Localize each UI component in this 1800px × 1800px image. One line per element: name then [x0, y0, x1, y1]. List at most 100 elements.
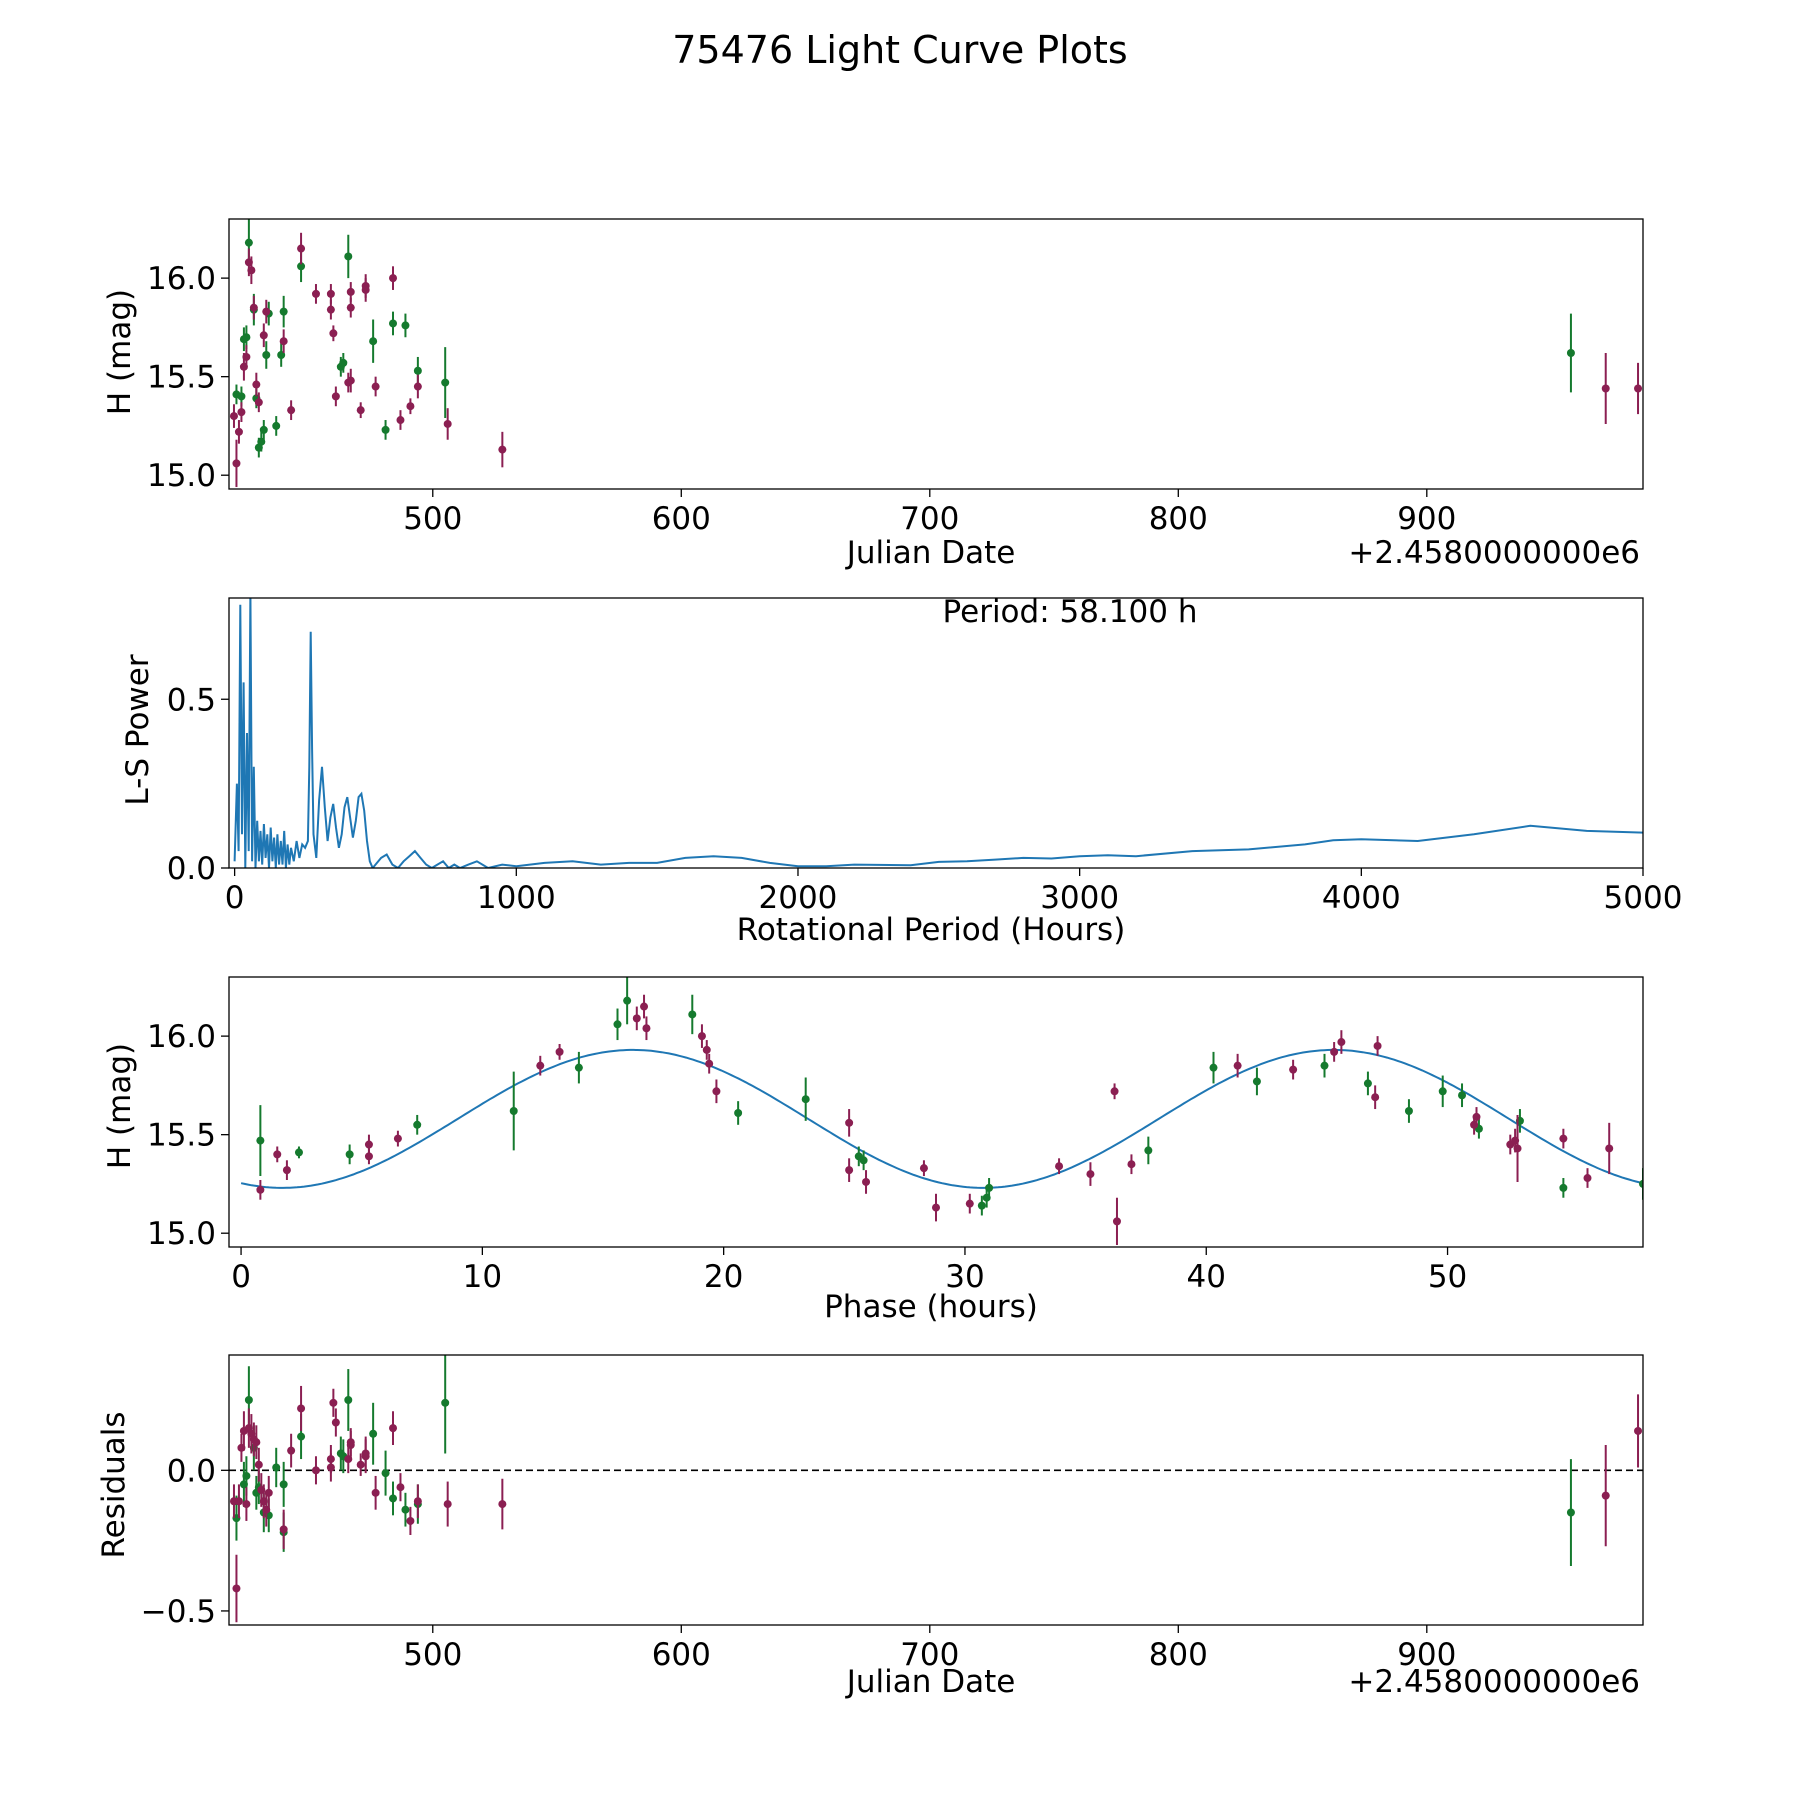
phase-green-point	[294, 1146, 303, 1159]
data-marker	[371, 382, 380, 391]
data-marker	[389, 1424, 398, 1433]
phase-maroon-point	[632, 1006, 641, 1031]
x-tick-label: 30	[945, 1259, 984, 1295]
data-marker	[336, 362, 345, 371]
data-marker	[239, 1426, 248, 1435]
data-marker	[640, 1002, 649, 1011]
residuals-green-point	[279, 1461, 288, 1507]
data-marker	[498, 1500, 507, 1509]
data-marker	[393, 1134, 402, 1143]
raw-maroon-point	[331, 386, 340, 407]
residuals-green-point	[389, 1481, 398, 1516]
x-tick-label: 600	[652, 1637, 711, 1673]
phase-maroon-point	[712, 1079, 721, 1104]
data-marker	[279, 1525, 288, 1534]
phase-green-point	[1209, 1051, 1218, 1084]
raw-green-point	[413, 356, 422, 385]
data-marker	[259, 1497, 268, 1506]
data-marker	[237, 408, 246, 417]
raw-maroon-point	[443, 408, 452, 440]
residuals-green-point	[336, 1436, 345, 1471]
data-marker	[1601, 384, 1610, 393]
data-marker	[239, 1480, 248, 1489]
data-marker	[282, 1166, 291, 1175]
residuals-maroon-point	[254, 1447, 263, 1482]
data-marker	[259, 331, 268, 340]
phase-green-point	[1404, 1099, 1413, 1123]
data-marker	[345, 1150, 354, 1159]
x-tick-label: 500	[403, 1637, 462, 1673]
residuals-maroon-point	[1634, 1394, 1643, 1468]
residuals-maroon-point	[259, 1484, 268, 1519]
residuals-green-point	[242, 1456, 251, 1496]
data-marker	[254, 398, 263, 407]
data-marker	[279, 337, 288, 346]
data-marker	[256, 1185, 265, 1194]
data-marker	[279, 307, 288, 316]
data-marker	[1559, 1134, 1568, 1143]
residuals-green-point	[369, 1402, 378, 1465]
data-marker	[249, 1443, 258, 1452]
residuals-green-point	[401, 1492, 410, 1527]
data-marker	[232, 1584, 241, 1593]
residuals-maroon-point	[361, 1439, 370, 1474]
residuals-maroon-point	[326, 1453, 335, 1482]
data-marker	[406, 402, 415, 411]
phase-green-point	[977, 1195, 986, 1216]
phase-green-point	[1458, 1083, 1467, 1108]
data-marker	[982, 1193, 991, 1202]
fit-curve	[240, 1048, 1643, 1189]
phase-maroon-point	[555, 1044, 564, 1060]
data-marker	[1371, 1093, 1380, 1102]
data-marker	[346, 303, 355, 312]
phase-green-point	[1144, 1136, 1153, 1165]
raw-maroon-point	[244, 248, 253, 277]
data-marker	[1634, 1426, 1643, 1435]
x-tick-label: 700	[900, 1637, 959, 1673]
phase-green-point	[1639, 1168, 1643, 1200]
raw-green-point	[272, 416, 281, 436]
data-marker	[272, 421, 281, 430]
phase-green-point	[854, 1146, 863, 1167]
data-marker	[262, 350, 271, 359]
data-marker	[623, 996, 632, 1005]
data-marker	[256, 1136, 265, 1145]
data-marker	[801, 1095, 810, 1104]
residuals-maroon-point	[311, 1456, 320, 1485]
data-marker	[277, 350, 286, 359]
phase-green-point	[345, 1144, 354, 1165]
phase-green-point	[623, 977, 632, 1025]
phase-maroon-point	[536, 1055, 545, 1076]
phase-maroon-point	[1055, 1158, 1064, 1175]
residuals-maroon-point	[242, 1487, 251, 1521]
phase-maroon-point	[1110, 1083, 1119, 1100]
data-marker	[1506, 1140, 1515, 1149]
y-tick-label: 15.0	[147, 1216, 216, 1252]
data-marker	[396, 1483, 405, 1492]
phase-plot-area	[240, 977, 1643, 1246]
data-marker	[1639, 1179, 1643, 1188]
phase-axes-frame	[228, 976, 1644, 1248]
raw-maroon-point	[259, 323, 268, 348]
residuals-maroon-point	[406, 1506, 415, 1535]
data-marker	[441, 378, 450, 387]
data-marker	[413, 366, 422, 375]
period-annotation: Period: 58.100 h	[943, 594, 1198, 630]
residuals-maroon-point	[346, 1428, 355, 1457]
phase-green-point	[1438, 1075, 1447, 1108]
data-marker	[919, 1164, 928, 1173]
raw-green-point	[259, 420, 268, 440]
data-marker	[264, 1488, 273, 1497]
data-marker	[702, 1045, 711, 1054]
data-marker	[632, 1014, 641, 1023]
phase-maroon-point	[1337, 1030, 1346, 1054]
data-marker	[1110, 1087, 1119, 1096]
raw-maroon-point	[371, 376, 380, 397]
data-marker	[1583, 1174, 1592, 1183]
data-marker	[854, 1152, 863, 1161]
data-marker	[346, 1438, 355, 1447]
raw-maroon-point	[254, 392, 263, 413]
phase-maroon-point	[1472, 1107, 1481, 1127]
phase-green-point	[413, 1114, 422, 1135]
